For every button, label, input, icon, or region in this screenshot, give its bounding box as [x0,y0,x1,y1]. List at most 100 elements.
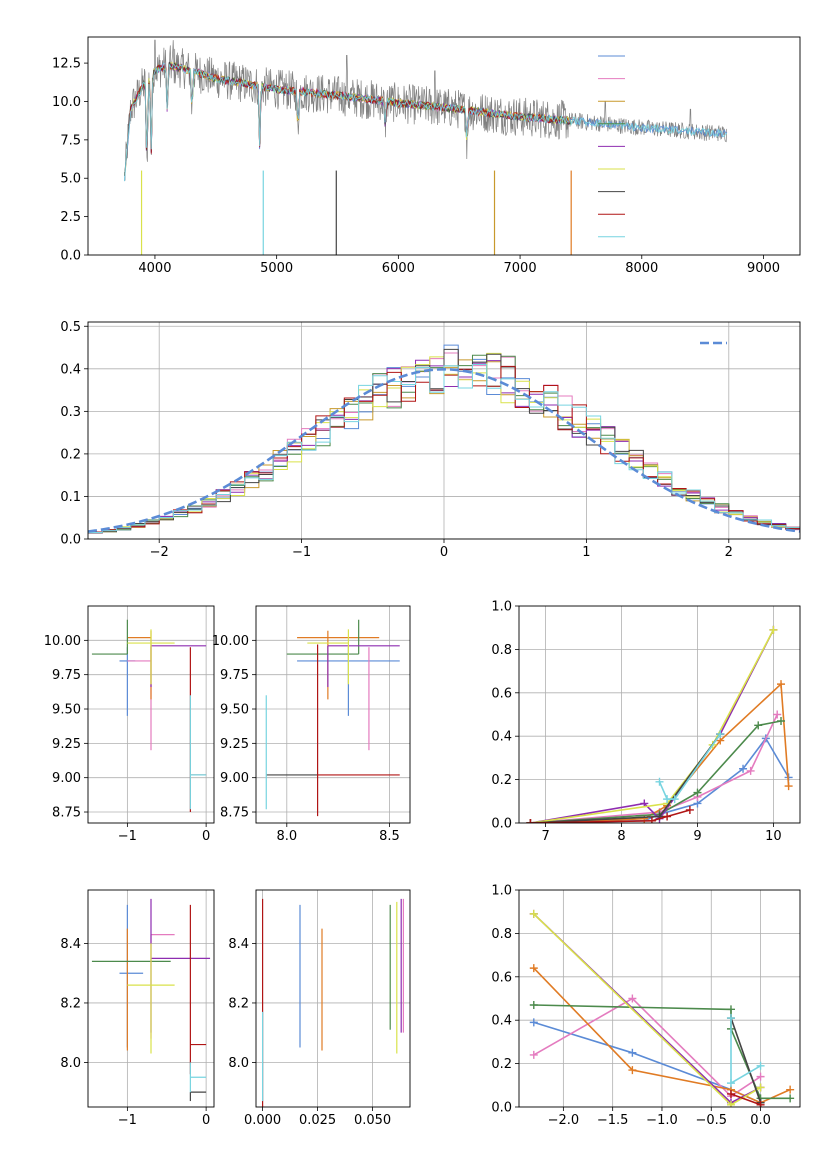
y-tick-label: 12.5 [52,57,81,72]
data-point-marker [526,819,535,823]
y-tick-label: 10.00 [44,634,81,649]
x-tick-label: 0 [440,545,448,560]
axes-frame [87,605,215,824]
y-tick-label: 0.0 [491,1101,512,1116]
panel-mass-vs-EBV: 0.000 0.025 0.050 8.0 8.2 8.4 [228,889,411,1128]
y-tick-label: 0.6 [491,686,512,701]
y-tick-label: 0.2 [60,447,81,462]
observed-spectrum [124,39,728,181]
x-tick-label: 8000 [625,261,658,276]
y-tick-label: 0.4 [60,362,81,377]
y-tick-label: 10.00 [212,634,249,649]
y-tick-label: 2.5 [60,210,81,225]
y-tick-label: 0.2 [491,773,512,788]
errorbar-point [119,647,136,716]
errorbar-point [189,695,207,810]
errorbar-point [127,629,175,685]
y-tick-label: 0.0 [60,533,81,548]
data-point-marker [670,795,679,804]
x-tick-label: −1 [292,545,311,560]
data-point-marker [628,1066,637,1075]
errorbar-point [150,898,211,1033]
data-point-marker [777,680,786,689]
model-spectrum-line [125,62,572,166]
x-tick-label: 8.0 [276,829,297,844]
x-tick-label: 2 [725,545,733,560]
data-point-marker [628,1048,637,1057]
weight-series-line [530,629,775,823]
data-point-marker [769,625,778,634]
x-tick-label: 6000 [382,261,415,276]
data-point-marker [529,1050,538,1059]
y-tick-label: 0.0 [491,817,512,832]
errorbar-point [317,644,400,817]
x-tick-label: 0.000 [244,1113,281,1128]
x-tick-label: 10 [765,829,782,844]
panel-weight-vs-Z: −2.0 −1.5 −1.0 −0.5 0.0 0.0 0.2 0.4 0.6 0.8 1.0 [491,884,801,1128]
y-tick-label: 8.2 [228,996,249,1011]
x-tick-label: 5000 [260,261,293,276]
x-tick-label: 7000 [504,261,537,276]
y-tick-label: 0.4 [491,1014,512,1029]
errorbar-point [327,645,400,688]
data-point-marker [726,1014,735,1023]
data-point-marker [529,1018,538,1027]
x-tick-label: 0 [202,829,210,844]
data-point-marker [529,909,538,918]
data-point-marker [529,964,538,973]
data-point-marker [693,788,702,797]
data-point-marker [685,805,694,814]
x-tick-label: 0 [202,1113,210,1128]
x-tick-label: 8.5 [379,829,400,844]
x-tick-label: −1 [118,1113,137,1128]
y-tick-label: 8.4 [228,937,249,952]
plot-area [519,890,800,1107]
model-spectrum-line [124,62,727,182]
plot-area [519,606,800,823]
weight-series-line [530,629,775,823]
data-point-marker [726,1100,735,1107]
y-tick-label: 1.0 [491,884,512,899]
errorbar-point [150,933,175,1039]
plot-area [124,39,728,255]
weight-series-line [658,733,721,800]
y-tick-label: 9.75 [220,668,249,683]
y-tick-label: 0.0 [60,249,81,264]
x-tick-label: 0.025 [299,1113,336,1128]
axes-frame [255,605,411,824]
weight-series-line [530,682,790,823]
data-point-marker [756,1072,765,1081]
errorbar-point [127,943,175,1054]
data-point-marker [628,994,637,1003]
data-point-marker [754,721,763,730]
x-tick-label: 0.050 [354,1113,391,1128]
data-point-marker [777,717,786,726]
data-point-marker [663,812,672,821]
x-tick-label: −2 [150,545,169,560]
axes-frame [87,889,215,1108]
y-tick-label: 7.5 [60,133,81,148]
y-tick-label: 1.0 [491,600,512,615]
weight-series-line [730,1093,761,1106]
axes-frame [255,889,411,1108]
axes-frame [518,605,801,824]
data-point-marker [716,730,725,739]
data-point-marker [756,1100,765,1107]
model-spectrum-line [124,63,728,181]
data-point-marker [726,1079,735,1088]
x-tick-label: −2.0 [548,1113,580,1128]
data-point-marker [647,816,656,823]
y-tick-label: 8.4 [60,937,81,952]
panel-mass-vs-Z: −1 0 8.0 8.2 8.4 [60,889,215,1128]
weight-series-line [533,1021,761,1104]
y-tick-label: 8.0 [228,1056,249,1071]
data-point-marker [746,766,755,775]
data-point-marker [529,1001,538,1010]
errorbar-point [286,619,360,655]
y-tick-label: 9.25 [220,737,249,752]
y-tick-label: 9.75 [52,668,81,683]
errorbar-point [91,619,128,655]
y-tick-label: 5.0 [60,172,81,187]
y-tick-label: 8.75 [52,806,81,821]
